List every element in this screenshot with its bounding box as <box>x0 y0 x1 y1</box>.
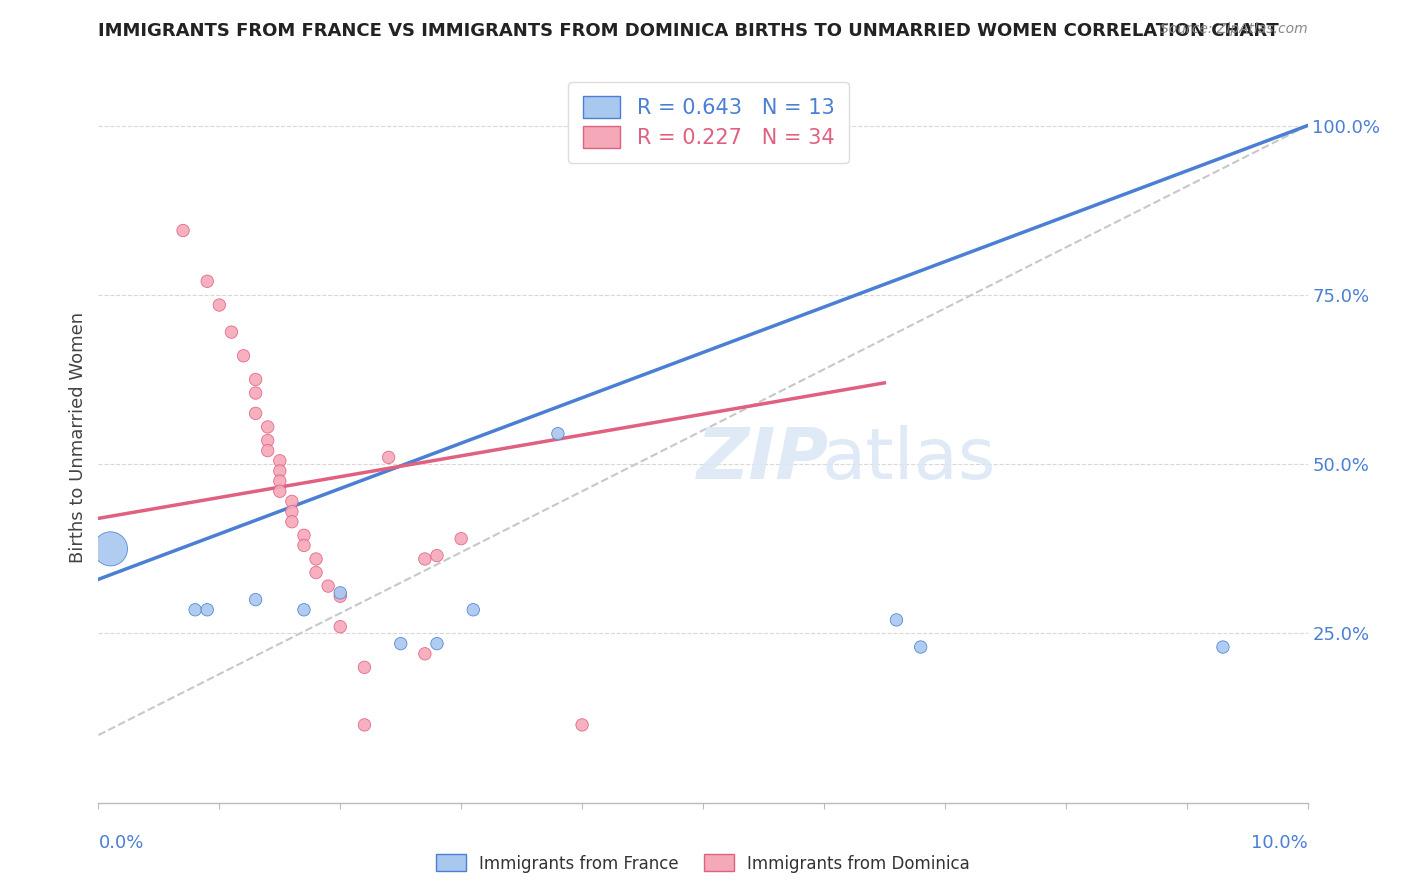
Point <box>269 454 291 468</box>
Point <box>329 589 352 603</box>
Point <box>281 515 304 529</box>
Point <box>221 325 243 339</box>
Point <box>281 494 304 508</box>
Point <box>329 586 352 600</box>
Point <box>245 592 267 607</box>
Point <box>377 450 399 465</box>
Point <box>245 386 267 401</box>
Point <box>269 464 291 478</box>
Text: 10.0%: 10.0% <box>1251 834 1308 852</box>
Text: 0.0%: 0.0% <box>98 834 143 852</box>
Point <box>100 541 122 556</box>
Point <box>195 274 218 288</box>
Point <box>329 620 352 634</box>
Point <box>292 538 315 552</box>
Point <box>305 566 328 580</box>
Legend: R = 0.643   N = 13, R = 0.227   N = 34: R = 0.643 N = 13, R = 0.227 N = 34 <box>568 82 849 162</box>
Point <box>292 528 315 542</box>
Point <box>389 637 412 651</box>
Y-axis label: Births to Unmarried Women: Births to Unmarried Women <box>69 311 87 563</box>
Point <box>450 532 472 546</box>
Text: ZIP: ZIP <box>697 425 830 493</box>
Point <box>463 603 485 617</box>
Point <box>789 119 811 133</box>
Point <box>184 603 207 617</box>
Text: IMMIGRANTS FROM FRANCE VS IMMIGRANTS FROM DOMINICA BIRTHS TO UNMARRIED WOMEN COR: IMMIGRANTS FROM FRANCE VS IMMIGRANTS FRO… <box>98 22 1279 40</box>
Point <box>413 647 436 661</box>
Point <box>245 406 267 420</box>
Point <box>353 718 375 732</box>
Point <box>426 637 449 651</box>
Point <box>269 484 291 499</box>
Text: Source: ZipAtlas.com: Source: ZipAtlas.com <box>1160 22 1308 37</box>
Point <box>571 718 593 732</box>
Point <box>256 420 278 434</box>
Point <box>281 505 304 519</box>
Point <box>1212 640 1234 654</box>
Point <box>256 434 278 448</box>
Point <box>316 579 339 593</box>
Legend: Immigrants from France, Immigrants from Dominica: Immigrants from France, Immigrants from … <box>429 847 977 880</box>
Point <box>547 426 569 441</box>
Point <box>305 552 328 566</box>
Point <box>269 474 291 488</box>
Point <box>195 603 218 617</box>
Point <box>256 443 278 458</box>
Point <box>172 223 194 237</box>
Point <box>353 660 375 674</box>
Point <box>886 613 908 627</box>
Point <box>232 349 254 363</box>
Point <box>208 298 231 312</box>
Point <box>413 552 436 566</box>
Point <box>426 549 449 563</box>
Text: atlas: atlas <box>821 425 995 493</box>
Point <box>910 640 932 654</box>
Point <box>245 372 267 386</box>
Point <box>292 603 315 617</box>
